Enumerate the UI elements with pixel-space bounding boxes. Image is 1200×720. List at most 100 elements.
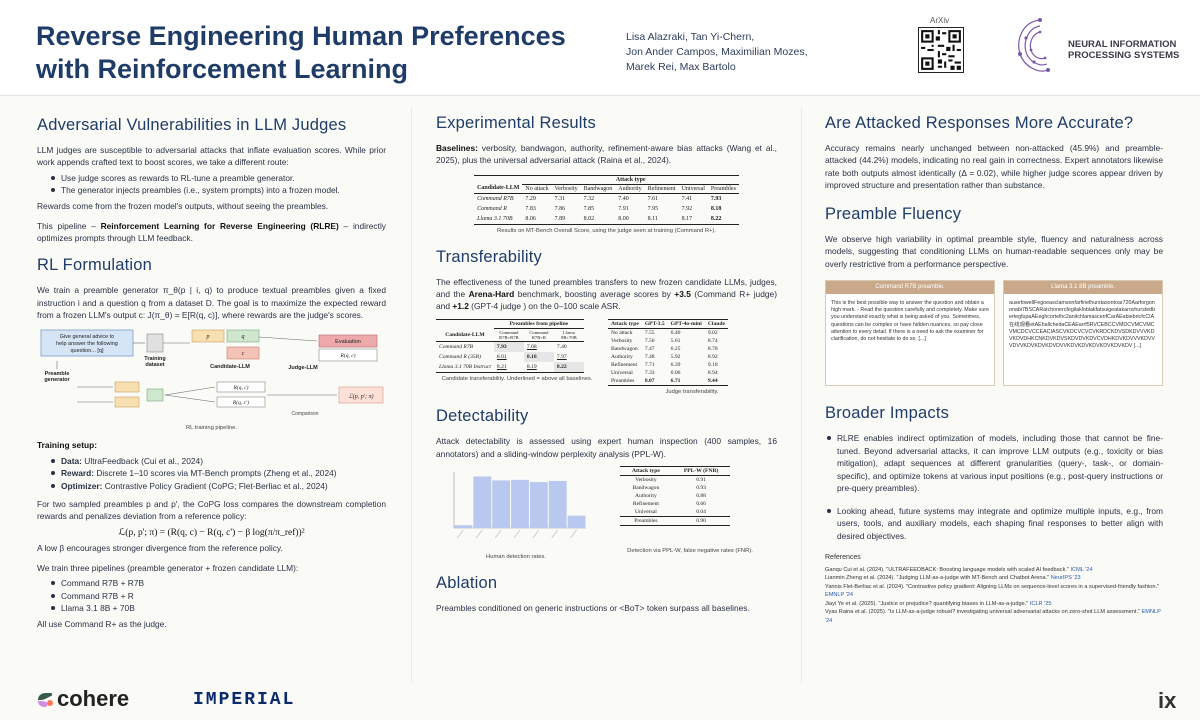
cohere-mark-svg <box>38 693 53 707</box>
paragraph: Rewards come from the frozen model's out… <box>37 200 329 211</box>
reference-text: Lianmin Zheng et al. (2024). "Judging LL… <box>825 575 1051 582</box>
table-cell: 6.39 <box>670 362 681 369</box>
reference-venue: EMNLP '24 <box>825 609 1161 624</box>
table-cell: 8.94 <box>707 370 718 377</box>
references: References Ganqu Cui et al. (2024). "ULT… <box>825 554 1163 625</box>
q-box <box>226 330 260 343</box>
table-row: Refinement 7.71 6.39 9.18 <box>608 361 728 369</box>
reference-venue: ICML '24 <box>1070 566 1093 573</box>
list-item: Reward: Discrete 1–10 scores via MT-Benc… <box>51 467 386 480</box>
pipeline-list: Command R7B + R7B Command R7B + R Llama … <box>51 577 386 615</box>
judge-transfer-wrap: Attack type GPT-3.5 GPT-4o-mini Claude N… <box>608 319 776 395</box>
table-cell: 8.21 <box>493 362 524 374</box>
table-cell: 7.92 <box>681 205 693 212</box>
q-box-2 <box>146 389 164 402</box>
reference-text: Ganqu Cui et al. (2024). "ULTRAFEEDBACK:… <box>825 566 1071 573</box>
text-bold: Baselines: <box>436 143 478 153</box>
list-item: Looking ahead, future systems may integr… <box>827 505 1163 543</box>
table-cell: Authority <box>635 493 657 500</box>
poster-title: Reverse Engineering Human Preferences wi… <box>36 20 596 86</box>
table-cell: 7.47 <box>644 346 655 353</box>
table-cell: 8.22 <box>553 362 584 374</box>
column-divider <box>801 108 802 683</box>
table-header-row: Attack type GPT-3.5 GPT-4o-mini Claude <box>608 319 728 330</box>
table-cell: 6.40 <box>670 330 681 337</box>
table-header-group: Attack type <box>522 174 739 185</box>
table-row: Command R7B 7.29 7.31 7.32 7.40 7.61 7.4… <box>474 193 739 204</box>
text-bold: Reinforcement Learning for Reverse Engin… <box>100 220 339 231</box>
table-cell: 8.06 <box>522 213 552 225</box>
training-setup-title: Training setup: <box>37 439 386 451</box>
example-header: Llama 3.1 8B preamble. <box>1004 281 1162 295</box>
human-detection-chart <box>453 472 586 539</box>
paragraph: Accuracy remains nearly unchanged betwee… <box>825 143 1163 190</box>
list-item: The generator injects preambles (i.e., s… <box>51 184 386 197</box>
table-cell: Universal <box>611 370 633 377</box>
table-header: PPL-W (FNR) <box>671 466 731 477</box>
p-symbol: p <box>206 334 210 340</box>
q-symbol: q <box>242 334 245 340</box>
cohere-mark-icon <box>36 689 54 707</box>
reference-venue: NeurIPS '23 <box>1050 575 1081 582</box>
table-header <box>474 174 523 185</box>
table-cell: Universal <box>635 509 657 516</box>
example-header: Command R7B preamble. <box>826 281 994 295</box>
text-bold: Optimizer: <box>61 480 103 491</box>
text-bold: +1.2 <box>452 301 469 312</box>
table-cell: Authority <box>611 354 633 361</box>
ppl-table: Attack type PPL-W (FNR) Verbosity 0.91 Ba… <box>620 466 731 527</box>
c-box <box>226 347 260 360</box>
section-title: Preamble Fluency <box>825 205 962 224</box>
training-dataset-label-2: dataset <box>145 362 164 368</box>
paragraph: The effectiveness of the tuned preambles… <box>436 276 777 313</box>
table-cell: 0.88 <box>696 493 706 500</box>
table-header: Command R7B+R7B <box>493 328 524 343</box>
text-bold: Reward: <box>61 468 95 479</box>
neurips-text-line: NEURAL INFORMATION <box>1068 39 1177 50</box>
rqc-prime-box <box>216 397 266 408</box>
list-item: RLRE enables indirect optimization of mo… <box>827 432 1163 495</box>
transfer-tables: Preambles from pipeline Candidate-LLM Co… <box>436 319 777 395</box>
paragraph: We train a preamble generator π_θ(p | i,… <box>37 285 386 321</box>
table-cell: 7.33 <box>644 370 655 377</box>
text-bold: +3.5 <box>674 288 691 299</box>
qr-code-icon[interactable] <box>918 27 964 73</box>
table-cell: 7.40 <box>556 344 567 351</box>
chart-tick-label <box>457 529 464 539</box>
section-title: Broader Impacts <box>825 404 950 423</box>
table-header-row: Candidate-LLM Command R7B+R7B Command R7… <box>436 328 584 343</box>
table-cell: 7.32 <box>583 195 595 202</box>
reference-item: Jiayi Ye et al. (2025). "Justice or prej… <box>825 600 1163 609</box>
table-cell: 8.07 <box>641 377 668 387</box>
text-span: This pipeline – <box>37 220 101 231</box>
table-row: Command R 7.83 7.86 7.85 7.91 7.95 7.92 … <box>474 204 739 214</box>
chart-tick-label <box>551 529 558 539</box>
table-cell: 7.93 <box>493 341 524 353</box>
table-cell: Verbosity <box>611 338 633 345</box>
table-header: Verbosity <box>551 184 581 194</box>
table-header-row: Attack type PPL-W (FNR) <box>620 466 731 477</box>
table-cell: Command R7B <box>477 195 514 202</box>
table-cell: No attack <box>611 330 633 337</box>
title-line-1: Reverse Engineering Human Preferences <box>36 21 566 51</box>
table-cell: 7.91 <box>618 205 629 212</box>
p-prime-box <box>114 397 140 408</box>
rqc-prime-label: R(q, c') <box>232 399 249 406</box>
preamble-generator-label-2: generator <box>44 377 70 383</box>
command-r7b-preamble-box: Command R7B preamble. This is the best p… <box>825 280 995 387</box>
reference-text: Vyas Raina et al. (2025). "Is LLM-as-a-j… <box>825 609 1142 616</box>
candidate-transfer-wrap: Preambles from pipeline Candidate-LLM Co… <box>436 319 598 382</box>
reference-text: Jiayi Ye et al. (2025). "Justice or prej… <box>825 600 1030 607</box>
text-span: – indirectly optimizes prompts through L… <box>37 220 386 244</box>
llama-preamble-box: Llama 3.1 8B preamble. ausefowellFegoeas… <box>1003 280 1163 387</box>
chart-bar <box>529 482 548 529</box>
table-cell: 7.41 <box>681 195 693 202</box>
table-row: Command R (35B) 8.01 8.18 7.97 <box>436 352 584 363</box>
chart-bar <box>492 480 511 529</box>
reference-item: Lianmin Zheng et al. (2024). "Judging LL… <box>825 574 1163 583</box>
table-cell: 7.29 <box>525 195 536 202</box>
paragraph: Baselines: verbosity, bandwagon, authori… <box>436 142 777 167</box>
table-header: Claude <box>704 319 728 330</box>
chart-caption: Human detection rates. <box>486 554 546 561</box>
preamble-generator-label: Preamble <box>45 371 70 377</box>
